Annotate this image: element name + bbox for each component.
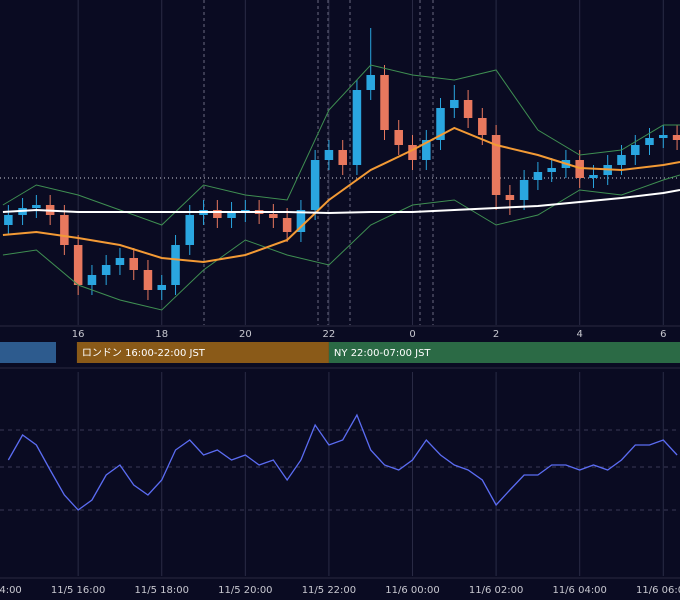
candle-body — [101, 265, 111, 275]
candle-body — [422, 140, 431, 160]
x-tick-label: 6 — [660, 329, 666, 340]
candle-body — [269, 214, 278, 218]
candle-body — [157, 285, 167, 290]
candle-body — [533, 172, 543, 180]
candle-body — [352, 90, 362, 165]
x-tick-label: 11/5 18:00 — [135, 585, 189, 596]
x-tick-label: 11/6 06:00 — [636, 585, 680, 596]
candle-body — [366, 75, 375, 90]
candle-body — [519, 180, 529, 200]
candle-body — [282, 218, 292, 232]
candle-body — [324, 150, 334, 160]
candle-body — [32, 205, 41, 208]
x-tick-label: 20 — [239, 329, 252, 340]
candle-body — [4, 215, 13, 225]
x-tick-label: 11/6 00:00 — [385, 585, 439, 596]
candle-body — [60, 215, 69, 245]
candle-body — [645, 138, 654, 145]
x-tick-label: 4 — [577, 329, 583, 340]
candle-body — [380, 75, 389, 130]
candle-body — [143, 270, 153, 290]
session-label: ロンドン 16:00-22:00 JST — [82, 348, 206, 359]
candle-body — [213, 210, 222, 218]
x-tick-label: 11/6 04:00 — [552, 585, 606, 596]
candle-body — [310, 160, 320, 210]
candle-body — [185, 215, 195, 245]
x-tick-label: 22 — [323, 329, 336, 340]
candle-body — [505, 195, 515, 200]
osc-levels — [0, 429, 680, 511]
x-tick-label: 18 — [155, 329, 168, 340]
x-tick-label: 11/6 02:00 — [469, 585, 523, 596]
candle-body — [491, 135, 501, 195]
candle-body — [338, 150, 347, 165]
candle-body — [478, 118, 487, 135]
candle-body — [87, 275, 97, 285]
candle-body — [589, 175, 598, 178]
indicator-line — [2, 174, 680, 311]
x-tick-label: 2 — [493, 329, 499, 340]
candle-body — [547, 168, 556, 172]
session-bar — [76, 342, 329, 363]
session-bar — [0, 342, 57, 363]
oscillator-line — [7, 413, 678, 511]
x-tick-label: 11/5 20:00 — [218, 585, 272, 596]
x-tick-label: 11/5 16:00 — [51, 585, 105, 596]
x-tick-label: 11/5 22:00 — [302, 585, 356, 596]
candle-body — [463, 100, 473, 118]
x-tick-label: 16 — [72, 329, 85, 340]
candle-body — [394, 130, 403, 145]
indicator-line — [2, 64, 680, 226]
x-tick-label: 11/5 14:00 — [0, 585, 22, 596]
candle-body — [617, 155, 626, 165]
candle-body — [227, 212, 236, 218]
session-bar — [328, 342, 680, 363]
candle-body — [659, 135, 668, 138]
candle-body — [73, 245, 83, 285]
candle-body — [631, 145, 640, 155]
candle-body — [408, 145, 417, 160]
candle-body — [450, 100, 459, 108]
candle-body — [115, 258, 125, 265]
candle-body — [171, 245, 180, 285]
candle-body — [436, 108, 445, 140]
candle-body — [296, 210, 306, 232]
indicator-line — [2, 189, 680, 215]
session-label: NY 22:00-07:00 JST — [334, 348, 431, 359]
indicator-line — [2, 126, 680, 264]
x-tick-label: 0 — [409, 329, 415, 340]
candle-body — [129, 258, 139, 270]
candle-body — [672, 135, 680, 140]
